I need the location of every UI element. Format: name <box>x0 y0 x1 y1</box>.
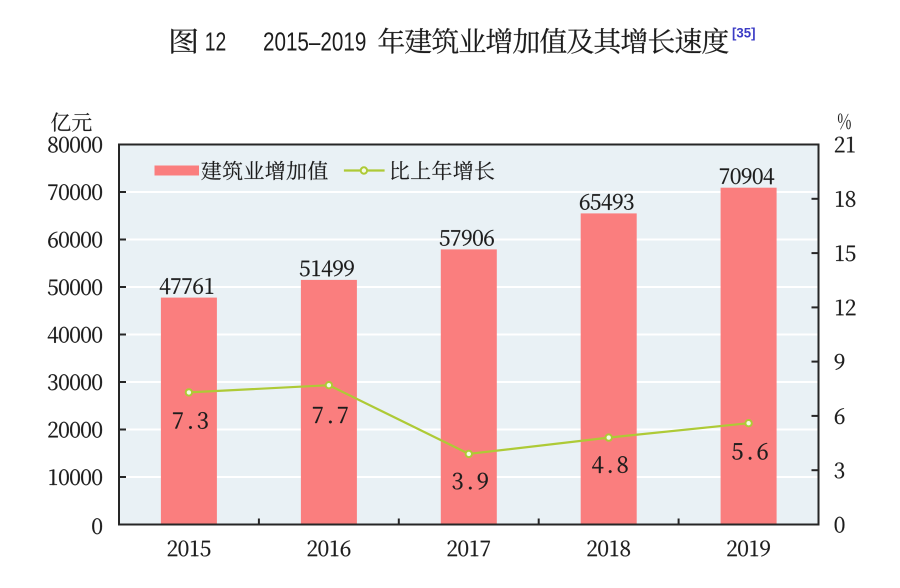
svg-text:2015–2019: 2015–2019 <box>263 27 366 57</box>
svg-text:12: 12 <box>205 27 227 57</box>
svg-text:[35]: [35] <box>732 26 756 41</box>
